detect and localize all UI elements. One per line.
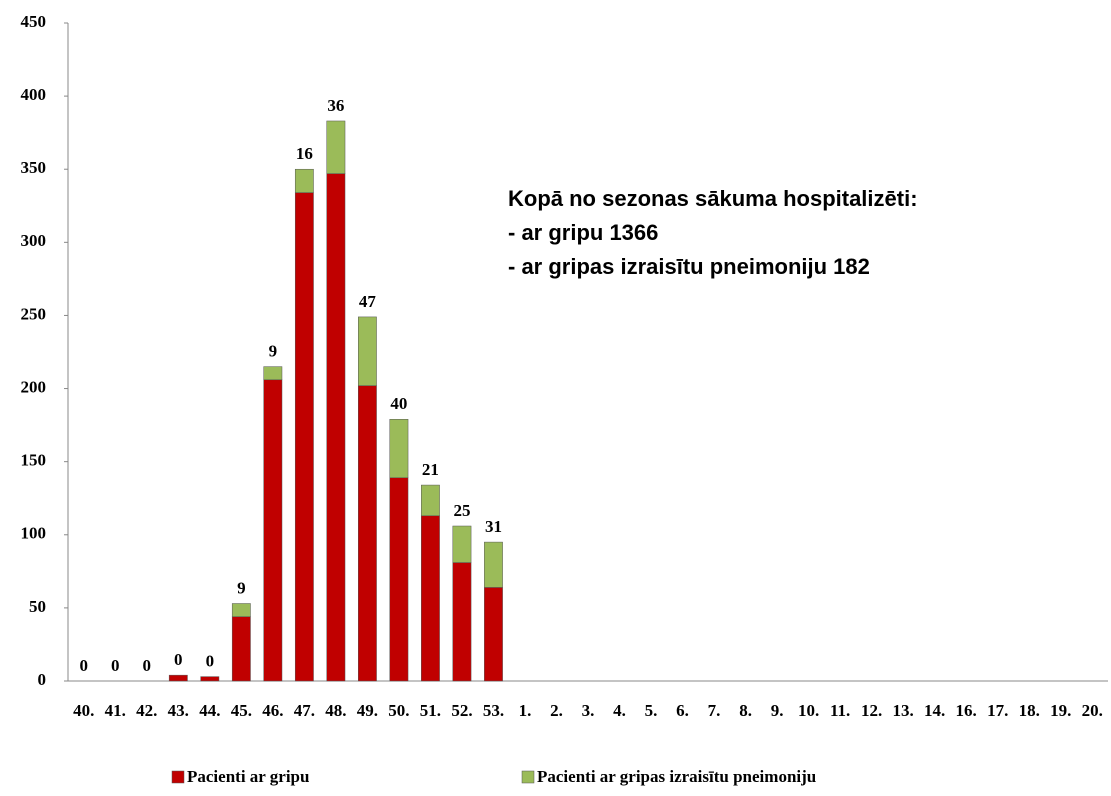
x-tick-label: 6. [676, 701, 689, 720]
x-tick-label: 11. [830, 701, 850, 720]
x-tick-label: 52. [451, 701, 472, 720]
data-label: 47 [359, 292, 377, 311]
bar-segment [294, 168, 314, 193]
data-label: 31 [485, 517, 502, 536]
bar-segment [452, 525, 472, 563]
bar-segment [231, 616, 251, 682]
x-tick-label: 12. [861, 701, 882, 720]
x-tick-label: 14. [924, 701, 945, 720]
bar-segment [421, 484, 440, 517]
x-tick-label: 40. [73, 701, 94, 720]
data-label: 0 [143, 656, 152, 675]
x-tick-label: 45. [231, 701, 252, 720]
x-tick-label: 19. [1050, 701, 1071, 720]
y-tick-label: 400 [21, 85, 47, 104]
x-tick-label: 4. [613, 701, 626, 720]
legend-label: Pacienti ar gripu [187, 767, 309, 786]
bar-segment [484, 587, 503, 682]
data-label: 16 [296, 144, 313, 163]
bar-segment [452, 562, 472, 682]
legend-swatch [171, 770, 185, 784]
x-tick-label: 10. [798, 701, 819, 720]
x-tick-label: 49. [357, 701, 378, 720]
data-label: 9 [237, 578, 246, 597]
y-tick-label: 0 [38, 670, 47, 689]
x-tick-label: 17. [987, 701, 1008, 720]
bar-segment [168, 674, 188, 682]
y-tick-label: 300 [21, 231, 47, 250]
x-tick-label: 46. [262, 701, 283, 720]
bar-segment [200, 676, 220, 682]
x-tick-label: 7. [708, 701, 721, 720]
bar-segment [358, 385, 377, 682]
legend-label: Pacienti ar gripas izraisītu pneimoniju [537, 767, 816, 786]
x-tick-label: 44. [199, 701, 220, 720]
x-tick-label: 20. [1082, 701, 1103, 720]
data-label: 21 [422, 460, 439, 479]
x-tick-label: 2. [550, 701, 563, 720]
x-tick-label: 3. [582, 701, 595, 720]
bar-segment [389, 477, 409, 682]
bar-segment [389, 419, 409, 479]
data-label: 0 [206, 652, 215, 671]
x-tick-label: 43. [168, 701, 189, 720]
y-tick-label: 250 [21, 304, 47, 323]
legend-swatch [521, 770, 535, 784]
data-label: 25 [453, 501, 470, 520]
data-label: 0 [80, 656, 89, 675]
bar-segment [484, 541, 503, 588]
annotation: - ar gripas izraisītu pneimoniju 182 [508, 254, 870, 279]
bar-segment [294, 192, 314, 682]
x-tick-label: 9. [771, 701, 784, 720]
data-label: 9 [269, 342, 278, 361]
x-tick-label: 51. [420, 701, 441, 720]
data-label: 0 [111, 656, 120, 675]
bar-segment [231, 603, 251, 617]
y-tick-label: 350 [21, 158, 47, 177]
annotation: - ar gripu 1366 [508, 220, 658, 245]
x-tick-label: 13. [893, 701, 914, 720]
y-tick-label: 50 [29, 597, 46, 616]
bar-segment [358, 316, 377, 386]
bar-segment [263, 366, 283, 381]
data-label: 36 [327, 96, 344, 115]
y-tick-label: 150 [21, 451, 47, 470]
x-tick-label: 5. [645, 701, 658, 720]
bar-segment [326, 173, 346, 682]
annotation: Kopā no sezonas sākuma hospitalizēti: [508, 186, 918, 211]
x-tick-label: 48. [325, 701, 346, 720]
x-tick-label: 47. [294, 701, 315, 720]
data-label: 0 [174, 650, 183, 669]
x-tick-label: 8. [739, 701, 752, 720]
x-tick-label: 42. [136, 701, 157, 720]
x-tick-label: 50. [388, 701, 409, 720]
bar-segment [421, 515, 440, 682]
bar-segment [326, 120, 346, 174]
x-tick-label: 1. [519, 701, 532, 720]
y-tick-label: 100 [21, 524, 47, 543]
x-tick-label: 53. [483, 701, 504, 720]
y-tick-label: 450 [21, 12, 47, 31]
data-label: 40 [390, 394, 407, 413]
bar-segment [263, 379, 283, 682]
y-tick-label: 200 [21, 377, 47, 396]
x-tick-label: 16. [956, 701, 977, 720]
x-tick-label: 41. [105, 701, 126, 720]
x-tick-label: 18. [1019, 701, 1040, 720]
